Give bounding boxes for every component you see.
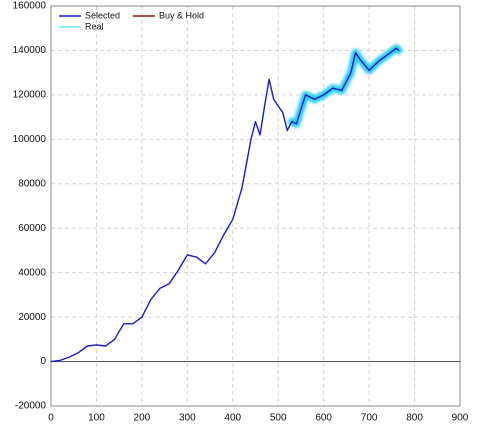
x-tick-label: 200 <box>134 413 151 424</box>
x-tick-label: 400 <box>224 413 241 424</box>
x-tick-label: 500 <box>270 413 287 424</box>
x-tick-label: 600 <box>315 413 332 424</box>
y-tick-label: 160000 <box>13 1 47 12</box>
plot-frame <box>50 5 461 407</box>
y-tick-label: 100000 <box>13 134 47 145</box>
y-tick-label: 60000 <box>18 223 46 234</box>
y-tick-label: -20000 <box>15 401 47 412</box>
y-tick-label: 120000 <box>13 90 47 101</box>
y-tick-label: 40000 <box>18 267 46 278</box>
y-tick-label: 20000 <box>18 312 46 323</box>
series-line <box>287 44 403 128</box>
y-tick-label: 80000 <box>18 178 46 189</box>
x-tick-label: 0 <box>48 413 54 424</box>
y-tick-label: 140000 <box>13 45 47 56</box>
legend-label: Real <box>85 21 104 31</box>
y-tick-label: 0 <box>40 356 46 367</box>
x-tick-label: 900 <box>452 413 469 424</box>
series-line <box>50 47 400 363</box>
x-tick-label: 800 <box>406 413 423 424</box>
x-tick-label: 300 <box>179 413 196 424</box>
legend-label: Buy & Hold <box>159 10 204 20</box>
x-tick-label: 700 <box>361 413 378 424</box>
x-tick-label: 100 <box>88 413 105 424</box>
legend-label: Selected <box>85 10 120 20</box>
